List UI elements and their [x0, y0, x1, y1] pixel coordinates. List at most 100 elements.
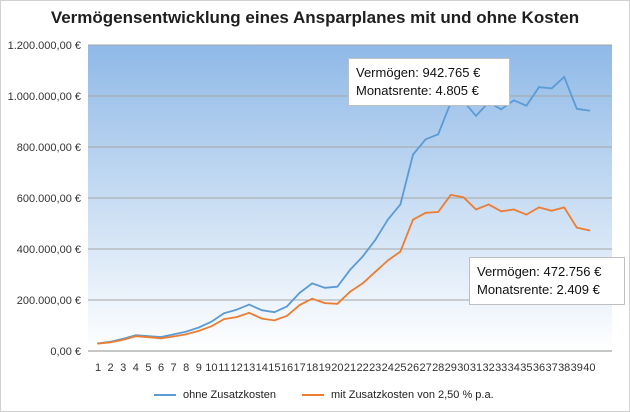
x-tick-label: 4 [133, 362, 139, 374]
x-tick-label: 33 [495, 362, 507, 374]
data-point [563, 75, 566, 78]
y-tick-label: 200.000,00 € [17, 295, 81, 307]
data-point [298, 304, 301, 306]
data-point [512, 99, 515, 102]
data-point [197, 326, 200, 329]
data-point [525, 104, 528, 107]
data-point [286, 305, 288, 308]
x-tick-label: 31 [470, 362, 482, 374]
data-point [122, 338, 125, 341]
data-point [538, 86, 540, 88]
data-point [323, 302, 326, 304]
data-point [336, 285, 339, 288]
x-tick-label: 26 [407, 362, 419, 374]
data-point [399, 250, 402, 253]
x-tick-label: 6 [158, 362, 164, 374]
data-point [437, 211, 440, 213]
data-point [185, 333, 188, 336]
x-tick-label: 34 [508, 362, 520, 374]
annotation-line: Vermögen: 942.765 € [356, 65, 481, 80]
legend-entry-mit-zusatzkosten: mit Zusatzkosten von 2,50 % p.a. [302, 389, 494, 401]
data-point [147, 336, 150, 339]
data-point [109, 341, 112, 344]
series-2 [97, 193, 591, 345]
annotation-ohne-kosten: Vermögen: 942.765 € Monatsrente: 4.805 € [348, 58, 510, 106]
data-point [273, 319, 276, 322]
data-point [210, 320, 213, 323]
data-point [197, 329, 200, 332]
data-point [588, 109, 591, 112]
x-tick-label: 40 [583, 362, 595, 374]
x-tick-label: 19 [319, 362, 331, 374]
data-point [412, 153, 414, 156]
data-point [235, 308, 238, 311]
data-point [575, 226, 578, 229]
data-point [424, 211, 427, 214]
data-point [525, 213, 528, 216]
data-point [248, 311, 251, 314]
data-point [349, 269, 351, 271]
data-point [134, 335, 137, 338]
data-point [323, 286, 326, 289]
annotation-mit-kosten: Vermögen: 472.756 € Monatsrente: 2.409 € [469, 257, 625, 305]
y-tick-label: 1.000.000,00 € [8, 91, 81, 103]
x-tick-label: 14 [256, 362, 268, 374]
annotation-line: Vermögen: 472.756 € [477, 264, 602, 279]
legend-label: ohne Zusatzkosten [183, 389, 276, 401]
data-point [487, 203, 490, 206]
x-tick-label: 27 [419, 362, 431, 374]
data-point [500, 108, 503, 111]
x-tick-label: 35 [520, 362, 532, 374]
y-tick-label: 600.000,00 € [17, 193, 81, 205]
x-tick-label: 32 [482, 362, 494, 374]
data-point [475, 114, 477, 117]
x-tick-label: 20 [331, 362, 343, 374]
data-point [260, 317, 263, 320]
data-point [424, 138, 427, 141]
x-tick-label: 21 [344, 362, 356, 374]
data-point [298, 291, 301, 294]
legend-swatch [302, 394, 324, 396]
data-point [386, 259, 389, 262]
gridlines [88, 44, 612, 352]
legend-swatch [154, 394, 176, 396]
x-tick-label: 29 [445, 362, 457, 374]
x-tick-label: 28 [432, 362, 444, 374]
data-point [361, 282, 364, 285]
x-tick-label: 15 [268, 362, 280, 374]
x-tick-label: 18 [306, 362, 318, 374]
data-point [260, 309, 263, 312]
data-point [286, 314, 288, 317]
data-point [97, 342, 99, 345]
chart-title: Vermögensentwicklung eines Ansparplanes … [50, 8, 580, 27]
data-point [538, 206, 540, 209]
x-tick-label: 9 [196, 362, 202, 374]
x-tick-label: 24 [382, 362, 394, 374]
data-point [210, 325, 213, 328]
data-point [475, 208, 477, 211]
data-point [500, 210, 503, 213]
legend-label: mit Zusatzkosten von 2,50 % p.a. [331, 389, 494, 401]
x-tick-label: 16 [281, 362, 293, 374]
data-point [374, 271, 377, 273]
data-point [185, 330, 188, 333]
x-tick-label: 1 [95, 362, 101, 374]
annotation-line: Monatsrente: 2.409 € [477, 282, 600, 297]
y-tick-label: 400.000,00 € [17, 244, 81, 256]
x-tick-label: 22 [356, 362, 368, 374]
y-tick-label: 0,00 € [50, 346, 81, 358]
data-point [223, 312, 225, 315]
data-point [374, 239, 377, 241]
data-point [437, 133, 440, 136]
data-point [172, 333, 175, 336]
x-tick-label: 23 [369, 362, 381, 374]
data-point [449, 194, 452, 196]
y-tick-label: 1.200.000,00 € [8, 40, 81, 52]
data-point [223, 318, 225, 321]
x-axis-ticks: 1 2 3 4 5 6 7 8 9 10 11 12 13 14 15 16 17 18 19 20 21 22 23 24 2… [95, 362, 596, 374]
data-point [575, 107, 578, 110]
data-point [550, 87, 553, 90]
data-point [512, 208, 515, 211]
x-tick-label: 36 [533, 362, 545, 374]
x-tick-label: 5 [145, 362, 151, 374]
